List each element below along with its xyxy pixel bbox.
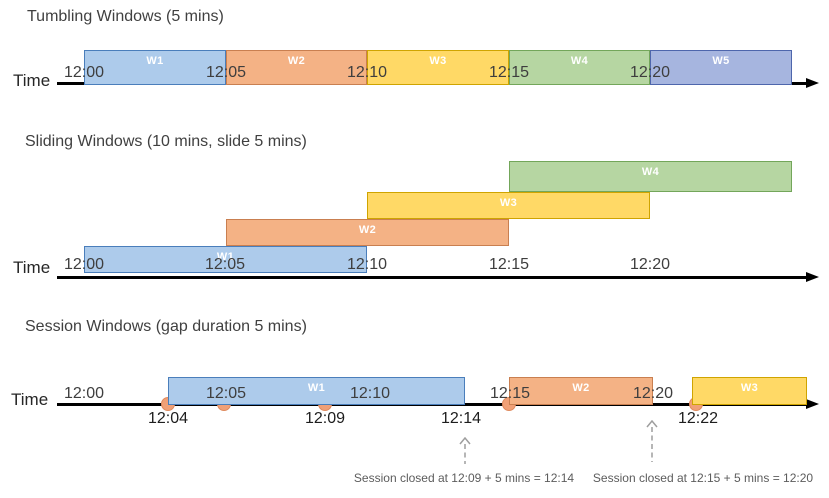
tick-label: 12:15 <box>489 385 531 402</box>
window-label: W4 <box>641 166 660 178</box>
tick-label: 12:10 <box>346 256 388 273</box>
session-window-w2: W2 <box>509 377 653 405</box>
event-time-label: 12:14 <box>440 410 482 427</box>
sliding-window-w3: W3 <box>367 192 650 219</box>
tick-label: 12:00 <box>63 385 105 402</box>
window-label: W3 <box>499 197 518 209</box>
sliding-window-w4: W4 <box>509 161 792 192</box>
timeline-arrowhead-icon-sliding <box>806 272 819 282</box>
section-title-tumbling: Tumbling Windows (5 mins) <box>27 8 224 25</box>
window-label: W1 <box>146 55 164 67</box>
session-window-w3: W3 <box>692 377 807 405</box>
tick-label: 12:20 <box>632 385 674 402</box>
tick-label: 12:05 <box>204 256 246 273</box>
window-label: W1 <box>307 382 326 394</box>
window-label: W2 <box>572 382 590 394</box>
window-label: W5 <box>712 55 730 67</box>
sliding-window-w2: W2 <box>226 219 509 246</box>
timeline-axis-sliding <box>57 276 810 279</box>
event-time-label: 12:09 <box>304 410 346 427</box>
window-label: W2 <box>358 224 377 236</box>
section-title-sliding: Sliding Windows (10 mins, slide 5 mins) <box>25 133 307 150</box>
tick-label: 12:00 <box>63 64 105 81</box>
event-time-label: 12:22 <box>677 410 719 427</box>
tumbling-window-w3: W3 <box>367 50 509 85</box>
tick-label: 12:05 <box>205 385 247 402</box>
section-title-session: Session Windows (gap duration 5 mins) <box>25 318 307 335</box>
window-label: W2 <box>287 55 306 67</box>
time-axis-label-session: Time <box>11 390 49 409</box>
tick-label: 12:20 <box>629 64 671 81</box>
tumbling-window-w2: W2 <box>226 50 367 85</box>
sliding-window-w1: W1 <box>84 246 367 273</box>
window-label: W3 <box>429 55 447 67</box>
session-closed-annotation-2: Session closed at 12:15 + 5 mins = 12:20 <box>592 471 814 485</box>
callout-arrow-icon <box>458 436 472 465</box>
tick-label: 12:10 <box>346 64 388 81</box>
timeline-arrowhead-icon-tumbling <box>806 78 819 88</box>
tumbling-window-w1: W1 <box>84 50 226 85</box>
session-closed-annotation-1: Session closed at 12:09 + 5 mins = 12:14 <box>353 471 575 485</box>
tick-label: 12:05 <box>205 64 247 81</box>
callout-arrow-icon <box>645 419 659 463</box>
time-axis-label-sliding: Time <box>13 258 51 277</box>
tick-label: 12:20 <box>629 256 671 273</box>
tick-label: 12:10 <box>349 385 391 402</box>
event-time-label: 12:04 <box>147 410 189 427</box>
tick-label: 12:15 <box>488 64 530 81</box>
window-label: W1 <box>216 251 235 263</box>
tick-label: 12:00 <box>63 256 105 273</box>
time-axis-label-tumbling: Time <box>13 71 51 90</box>
tick-label: 12:15 <box>488 256 530 273</box>
window-label: W4 <box>570 55 589 67</box>
session-window-w1: W1 <box>168 377 465 405</box>
window-label: W3 <box>740 382 759 394</box>
timeline-arrowhead-icon-session <box>806 399 819 409</box>
tumbling-window-w4: W4 <box>509 50 650 85</box>
tumbling-window-w5: W5 <box>650 50 792 85</box>
